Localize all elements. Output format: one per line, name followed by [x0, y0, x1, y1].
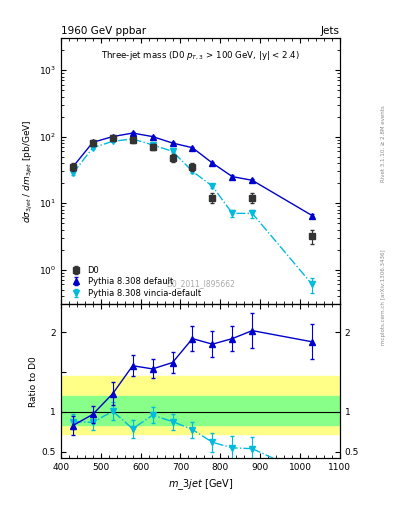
- Bar: [61, 376, 340, 434]
- Text: Three-jet mass (D0 $p_{T,3}$ > 100 GeV, |y| < 2.4): Three-jet mass (D0 $p_{T,3}$ > 100 GeV, …: [101, 49, 300, 62]
- Text: D0_2011_I895662: D0_2011_I895662: [166, 280, 235, 288]
- Legend: D0, Pythia 8.308 default, Pythia 8.308 vincia-default: D0, Pythia 8.308 default, Pythia 8.308 v…: [65, 263, 203, 300]
- Y-axis label: Ratio to D0: Ratio to D0: [29, 356, 37, 407]
- Text: mcplots.cern.ch [arXiv:1306.3436]: mcplots.cern.ch [arXiv:1306.3436]: [381, 249, 386, 345]
- Text: 1960 GeV ppbar: 1960 GeV ppbar: [61, 26, 146, 36]
- X-axis label: $m\_3jet$ [GeV]: $m\_3jet$ [GeV]: [168, 478, 233, 493]
- Bar: [61, 396, 340, 425]
- Text: Rivet 3.1.10, ≥ 2.8M events: Rivet 3.1.10, ≥ 2.8M events: [381, 105, 386, 182]
- Y-axis label: $d\sigma_{3jet}$ / $dm_{3jet}$ [pb/GeV]: $d\sigma_{3jet}$ / $dm_{3jet}$ [pb/GeV]: [22, 120, 35, 223]
- Text: Jets: Jets: [321, 26, 340, 36]
